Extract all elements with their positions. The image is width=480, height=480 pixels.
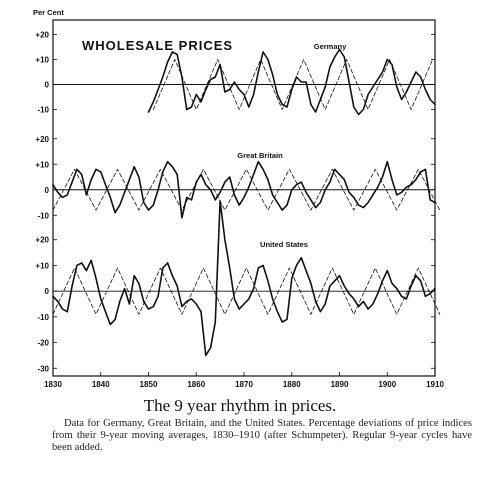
y-tick-label: -30 <box>37 364 49 373</box>
panel-name-label: Great Britain <box>237 151 283 160</box>
x-tick-label: 1890 <box>331 380 349 389</box>
y-tick-label: +20 <box>35 236 49 245</box>
panel-2: +20 +10 0 -10 -20 -30 <box>35 200 441 373</box>
panel-0: +20 +10 0 -10 <box>35 31 436 116</box>
y-tick-label: 0 <box>45 81 50 90</box>
price-line-solid <box>52 160 436 219</box>
y-tick-label: +10 <box>35 261 49 270</box>
caption-text: Data for Germany, Great Britain, and the… <box>52 418 472 453</box>
y-tick-label: +10 <box>35 160 49 169</box>
y-tick-label: 0 <box>45 287 50 296</box>
cycle-line-dashed <box>52 168 441 211</box>
y-tick-label: +10 <box>35 56 49 65</box>
x-tick-label: 1910 <box>426 380 444 389</box>
y-tick-label: 0 <box>45 186 50 195</box>
x-tick-label: 1870 <box>235 380 253 389</box>
panel-1: +20 +10 0 -10 <box>35 135 441 220</box>
y-tick-label: -20 <box>37 339 49 348</box>
y-unit-label: Per Cent <box>33 8 64 17</box>
y-tick-label: -10 <box>37 313 49 322</box>
price-line-solid <box>147 48 436 116</box>
y-tick-label: -10 <box>37 106 49 115</box>
x-tick-label: 1850 <box>140 380 158 389</box>
panels-group: +20 +10 0 -10 +20 +10 0 -10 +20 +10 0 -10 -20 -30 Germ… <box>35 31 441 373</box>
y-tick-label: -10 <box>37 211 49 220</box>
x-tick-label: 1880 <box>283 380 301 389</box>
x-tick-label: 1900 <box>378 380 396 389</box>
y-tick-label: +20 <box>35 31 49 40</box>
cycle-line-dashed <box>52 267 441 315</box>
panel-name-label: Germany <box>314 42 347 51</box>
x-tick-label: 1830 <box>44 380 62 389</box>
price-line-solid <box>52 200 436 357</box>
y-tick-label: +20 <box>35 135 49 144</box>
x-tick-label: 1840 <box>92 380 110 389</box>
caption-title: The 9 year rhythm in prices. <box>143 396 337 415</box>
x-axis: 1830 1840 1850 1860 1870 1880 1890 1900 1910 <box>44 372 444 389</box>
x-tick-label: 1860 <box>187 380 205 389</box>
panel-name-label: United States <box>260 240 308 249</box>
cycle-line-dashed <box>152 59 434 110</box>
price-chart: Per Cent WHOLESALE PRICES +20+100-10+20+… <box>33 8 444 389</box>
chart-title: WHOLESALE PRICES <box>82 38 233 53</box>
